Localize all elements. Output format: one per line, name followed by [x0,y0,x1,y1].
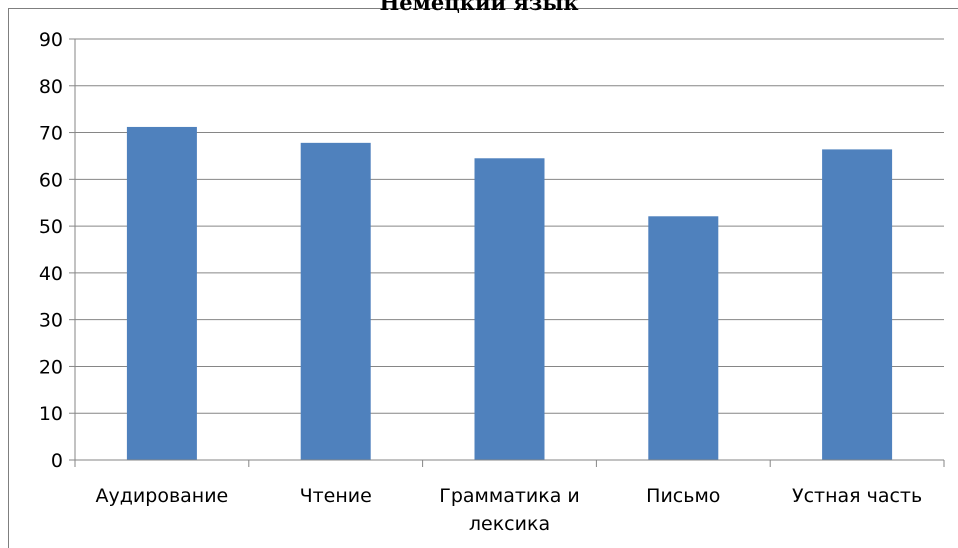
y-tick-label: 40 [39,263,63,285]
x-tick-label: Устная часть [792,485,922,507]
chart-title: Немецкий язык [379,0,579,15]
bar-1 [126,126,197,460]
y-tick-label: 30 [39,310,63,332]
bar-2 [300,142,371,460]
y-tick-label: 90 [39,29,63,51]
y-tick-label: 80 [39,76,63,98]
x-axis-labels: Аудирование Чтение Грамматика и лексика Пись… [96,485,923,535]
y-tick-label: 70 [39,123,63,145]
x-tick-label: Чтение [300,485,372,507]
y-tick-label: 20 [39,356,63,378]
axes [74,39,945,467]
x-tick-label: Письмо [646,485,720,507]
bar-5 [822,149,893,460]
bar-3 [474,158,545,461]
gridlines [75,38,944,414]
y-tick-label: 60 [39,169,63,191]
bar-4 [648,216,719,460]
x-tick-label: Аудирование [96,485,229,507]
bars [126,126,893,461]
chart-frame [8,8,958,548]
y-axis-ticks: 0 10 20 30 40 50 60 70 80 90 [39,29,75,472]
y-tick-label: 10 [39,403,63,425]
y-tick-label: 0 [51,450,63,472]
x-tick-label: Грамматика и лексика [439,485,580,535]
y-tick-label: 50 [39,216,63,238]
